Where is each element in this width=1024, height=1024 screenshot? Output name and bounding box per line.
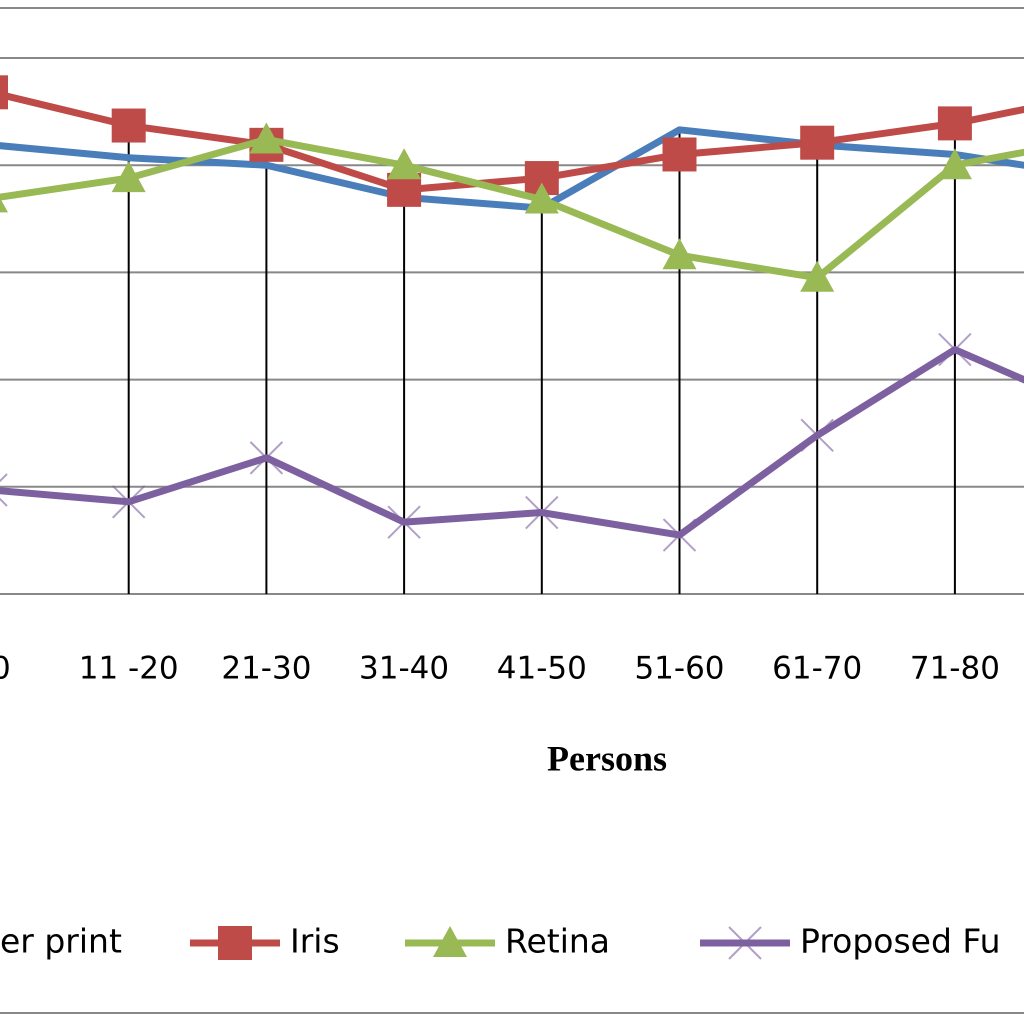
x-tick-label: 71-80 xyxy=(910,651,1000,687)
x-tick-label: 41-50 xyxy=(497,651,587,687)
marker xyxy=(0,75,8,110)
legend-label: er print xyxy=(0,922,122,961)
marker xyxy=(662,238,697,270)
marker xyxy=(937,148,972,180)
marker xyxy=(525,495,559,530)
series-line xyxy=(0,90,1024,194)
marker xyxy=(111,108,146,143)
x-labels: 10 11 -20 21-30 31-40 41-50 51-60 61-70 71-80 xyxy=(0,651,1000,687)
x-tick-label: 61-70 xyxy=(772,651,862,687)
legend-label: Proposed Fu xyxy=(800,922,1001,961)
marker xyxy=(662,137,697,172)
marker xyxy=(111,485,146,519)
series-lines xyxy=(0,75,1024,552)
marker xyxy=(800,260,835,292)
x-tick-label: 11 -20 xyxy=(79,651,179,687)
marker xyxy=(662,518,697,552)
marker xyxy=(800,125,835,160)
marker xyxy=(937,106,972,141)
x-tick-label: 51-60 xyxy=(634,651,724,687)
marker xyxy=(249,441,284,475)
marker xyxy=(433,926,467,957)
x-tick-label: 21-30 xyxy=(221,651,311,687)
drop-lines xyxy=(127,123,956,594)
marker xyxy=(0,197,8,213)
marker xyxy=(387,505,421,539)
marker xyxy=(524,182,559,214)
marker xyxy=(0,473,8,507)
marker xyxy=(111,161,146,193)
x-tick-label: 10 xyxy=(0,651,11,687)
marker xyxy=(938,332,972,367)
x-tick-label: 31-40 xyxy=(359,651,449,687)
legend-label: Retina xyxy=(505,922,610,961)
legend-label: Iris xyxy=(290,922,340,961)
marker xyxy=(800,418,834,453)
marker xyxy=(218,926,252,960)
marker xyxy=(249,122,284,154)
legend: er print Iris Retina Proposed Fu xyxy=(0,922,1001,961)
marker xyxy=(387,148,422,180)
series-line xyxy=(0,346,1024,539)
marker xyxy=(728,926,762,960)
x-axis-title: Persons xyxy=(547,738,667,778)
